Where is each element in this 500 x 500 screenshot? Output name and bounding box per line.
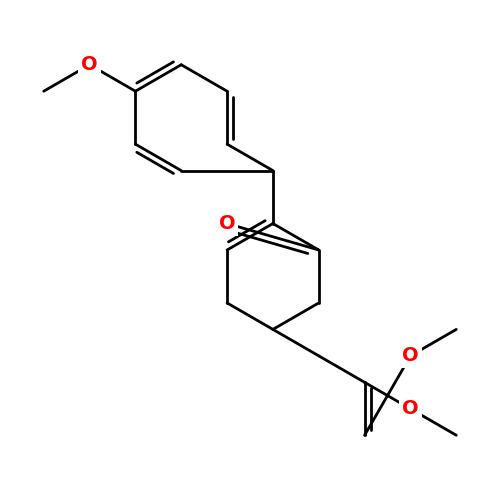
Text: O: O [82, 55, 98, 74]
Text: O: O [219, 214, 236, 233]
Text: O: O [402, 346, 418, 366]
Text: O: O [402, 400, 418, 418]
